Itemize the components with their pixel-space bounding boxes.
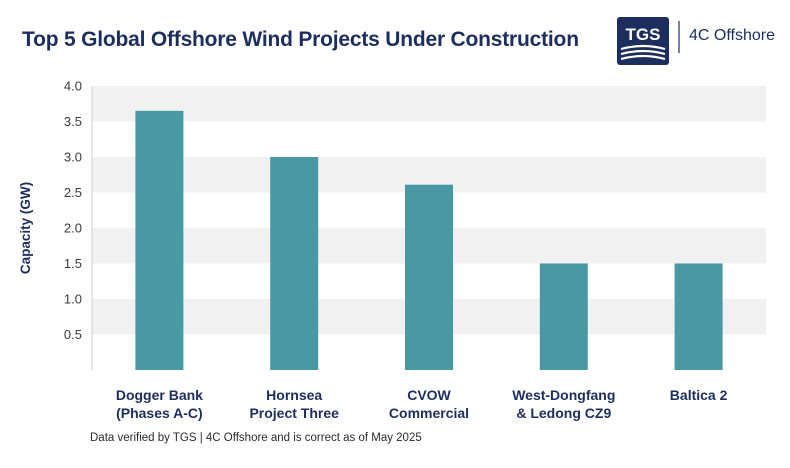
y-axis-title: Capacity (GW) bbox=[18, 182, 33, 274]
y-tick-label: 4.0 bbox=[64, 79, 82, 94]
bar bbox=[270, 157, 319, 370]
bars bbox=[135, 110, 723, 370]
category-label: West-Dongfang & Ledong CZ9 bbox=[512, 387, 615, 421]
y-axis-ticks: 0.5 1.0 1.5 2.0 2.5 3.0 3.5 4.0 bbox=[64, 79, 82, 343]
category-label-line: Dogger Bank bbox=[116, 387, 203, 403]
category-label-line: Commercial bbox=[389, 405, 469, 421]
category-label-line: (Phases A-C) bbox=[116, 405, 203, 421]
tgs-4c-offshore-logo: TGS 4C Offshore bbox=[617, 17, 775, 65]
tgs-logo-text: TGS bbox=[626, 25, 661, 44]
category-label: Dogger Bank (Phases A-C) bbox=[116, 387, 203, 421]
category-labels: Dogger Bank (Phases A-C) Hornsea Project Th… bbox=[116, 387, 728, 421]
y-tick-label: 0.5 bbox=[64, 327, 82, 342]
chart-title: Top 5 Global Offshore Wind Projects Unde… bbox=[22, 28, 579, 51]
category-label-line: Hornsea bbox=[266, 387, 322, 403]
y-tick-label: 3.5 bbox=[64, 114, 82, 129]
grid-band bbox=[92, 86, 766, 122]
y-tick-label: 2.5 bbox=[64, 185, 82, 200]
bar bbox=[135, 110, 184, 370]
category-label: Hornsea Project Three bbox=[249, 387, 339, 421]
4c-offshore-logo-text: 4C Offshore bbox=[689, 27, 775, 44]
bar bbox=[539, 263, 588, 370]
category-label-line: Project Three bbox=[249, 405, 339, 421]
category-label-line: & Ledong CZ9 bbox=[516, 405, 611, 421]
category-label-line: Baltica 2 bbox=[670, 387, 728, 403]
bar bbox=[674, 263, 723, 370]
category-label-line: CVOW bbox=[407, 387, 451, 403]
y-tick-label: 1.5 bbox=[64, 256, 82, 271]
y-tick-label: 3.0 bbox=[64, 150, 82, 165]
category-label: CVOW Commercial bbox=[389, 387, 469, 421]
y-tick-label: 1.0 bbox=[64, 292, 82, 307]
y-tick-label: 2.0 bbox=[64, 221, 82, 236]
category-label: Baltica 2 bbox=[670, 387, 728, 403]
category-label-line: West-Dongfang bbox=[512, 387, 615, 403]
footnote: Data verified by TGS | 4C Offshore and i… bbox=[90, 432, 422, 444]
bar bbox=[405, 184, 453, 370]
